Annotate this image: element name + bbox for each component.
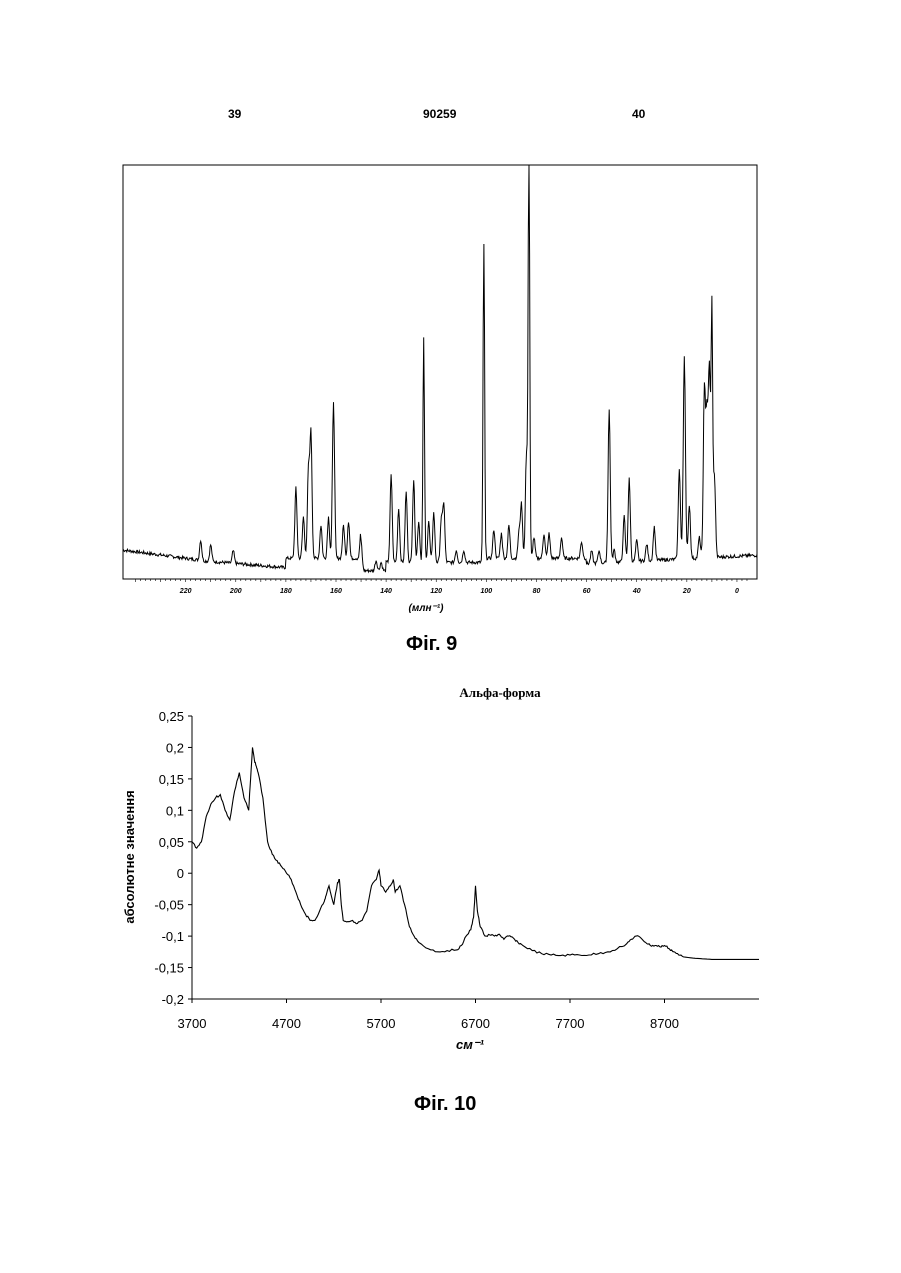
y-tick-label: -0,15 (154, 961, 184, 976)
nmr-chart-frame (123, 165, 757, 579)
nmr-x-tick-label: 180 (280, 588, 292, 595)
y-tick-label: -0,1 (162, 929, 184, 944)
y-axis-label: абсолютне значення (122, 790, 137, 923)
absorbance-chart: Альфа-форма -0,2 -0,15 -0,1 -0,05 0 0,05 0,1 0,… (122, 685, 759, 1052)
nmr-x-tick-label: 80 (533, 588, 541, 595)
x-axis-label: см⁻¹ (456, 1037, 485, 1052)
figure-10-caption: Фіг. 10 (414, 1093, 476, 1116)
y-tick-label: 0 (177, 866, 184, 881)
nmr-x-tick-label: 0 (735, 588, 739, 595)
nmr-x-tick-label: 220 (179, 588, 192, 595)
nmr-x-axis-label: (млн⁻¹) (409, 603, 445, 614)
y-ticks: -0,2 -0,15 -0,1 -0,05 0 0,05 0,1 0,15 0,2 0,25 (154, 709, 192, 1007)
x-ticks: 3700 4700 5700 6700 7700 8700 (178, 999, 679, 1031)
y-tick-label: -0,05 (154, 898, 184, 913)
absorbance-series-line (192, 747, 759, 959)
nmr-x-tick-label: 140 (380, 588, 392, 595)
nmr-x-tick-label: 20 (682, 588, 691, 595)
x-tick-label: 6700 (461, 1016, 490, 1031)
nmr-x-tick-label: 100 (481, 588, 493, 595)
nmr-x-tick-label: 120 (430, 588, 442, 595)
y-tick-label: 0,15 (159, 772, 184, 787)
figure-9-caption: Фіг. 9 (406, 633, 457, 656)
nmr-x-tick-label: 160 (330, 588, 342, 595)
x-tick-label: 5700 (367, 1016, 396, 1031)
nmr-x-ticks: 220200180160140120100806040200 (136, 579, 747, 595)
y-tick-label: 0,1 (166, 803, 184, 818)
x-tick-label: 4700 (272, 1016, 301, 1031)
x-tick-label: 3700 (178, 1016, 207, 1031)
x-tick-label: 7700 (556, 1016, 585, 1031)
y-tick-label: 0,05 (159, 835, 184, 850)
nmr-spectrum-line (123, 165, 757, 572)
nmr-x-tick-label: 60 (583, 588, 591, 595)
y-tick-label: 0,25 (159, 709, 184, 724)
nmr-spectrum-chart: 220200180160140120100806040200 (млн⁻¹) (123, 165, 757, 614)
x-tick-label: 8700 (650, 1016, 679, 1031)
y-tick-label: -0,2 (162, 992, 184, 1007)
nmr-x-tick-label: 200 (229, 588, 242, 595)
nmr-x-tick-label: 40 (632, 588, 641, 595)
y-tick-label: 0,2 (166, 740, 184, 755)
chart-title: Альфа-форма (459, 685, 541, 700)
